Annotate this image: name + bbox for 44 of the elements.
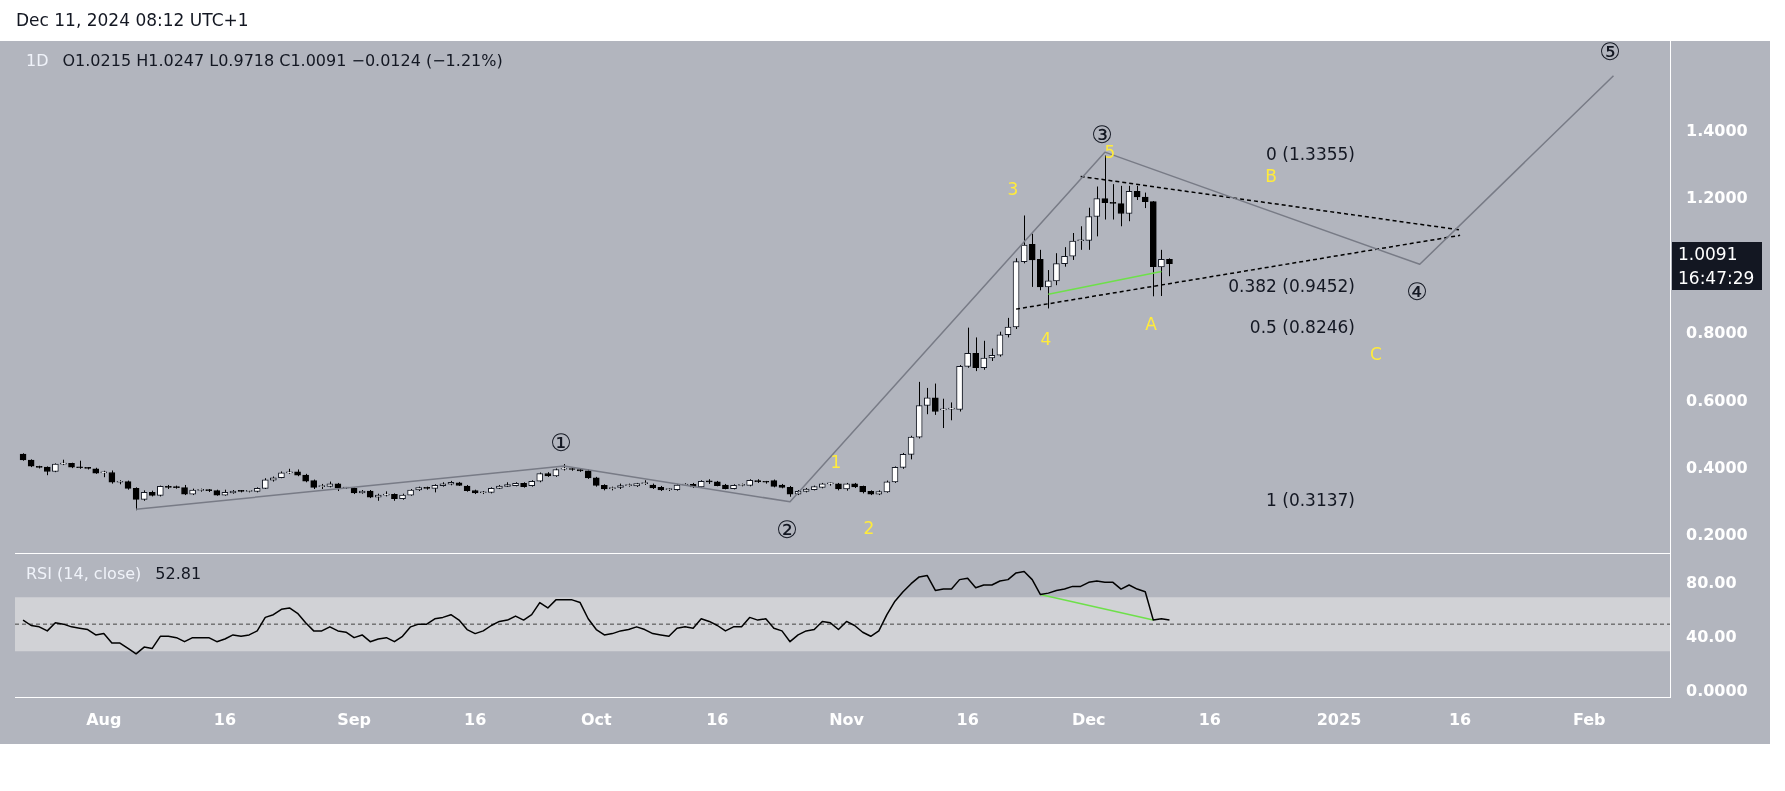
y-tick-label: 0.0000	[1686, 680, 1748, 700]
x-tick-label: Sep	[337, 709, 371, 729]
y-tick-label: 0.2000	[1686, 525, 1748, 545]
annotation: 3	[1007, 179, 1019, 199]
annotation: 0.5 (0.8246)	[1249, 317, 1355, 337]
text: 1.0091	[1672, 242, 1762, 266]
y-tick-label: 80.00	[1686, 572, 1737, 592]
x-tick-label: 16	[706, 709, 729, 729]
y-tick-label: 0.4000	[1686, 457, 1748, 477]
x-tick-label: 16	[213, 709, 237, 729]
annotation: ④	[1406, 278, 1428, 306]
x-tick-label: Feb	[1572, 709, 1606, 729]
x-tick-label: 16	[1448, 709, 1472, 729]
annotation: ②	[776, 516, 798, 544]
text: 1D	[26, 51, 49, 70]
annotation: 0 (1.3355)	[1266, 144, 1355, 164]
x-tick-label: 16	[1198, 709, 1221, 729]
annotation: C	[1370, 344, 1382, 364]
text: Dec 11, 2024 08:12 UTC+1	[16, 10, 249, 30]
x-tick-label: Oct	[580, 709, 612, 729]
annotation: B	[1265, 166, 1277, 186]
x-tick-label: Nov	[829, 709, 865, 729]
x-tick-label: Dec	[1071, 709, 1106, 729]
annotation: ⑤	[1599, 38, 1621, 66]
text: 16:47:29	[1672, 266, 1762, 290]
text: 52.81	[155, 564, 202, 583]
y-tick-label: 1.4000	[1686, 121, 1748, 141]
y-tick-label: 0.6000	[1686, 390, 1748, 410]
annotation: 4	[1040, 329, 1052, 349]
annotation: ①	[550, 429, 572, 457]
text: RSI (14, close)	[26, 564, 142, 583]
y-tick-label: 40.00	[1686, 626, 1737, 646]
x-tick-label: 16	[956, 709, 979, 729]
annotation: A	[1145, 314, 1157, 334]
annotation: 0.382 (0.9452)	[1228, 276, 1355, 296]
x-tick-label: Aug	[86, 709, 122, 729]
x-tick-label: 2025	[1316, 709, 1362, 729]
annotation: 1 (0.3137)	[1266, 490, 1355, 510]
text: O1.0215 H1.0247 L0.9718 C1.0091 −0.0124 (−1.21%)	[62, 51, 503, 70]
y-tick-label: 1.2000	[1686, 188, 1748, 208]
y-tick-label: 0.8000	[1686, 323, 1748, 343]
annotation: 1	[830, 452, 842, 472]
annotation: 2	[863, 518, 875, 538]
x-tick-label: 16	[464, 709, 487, 729]
